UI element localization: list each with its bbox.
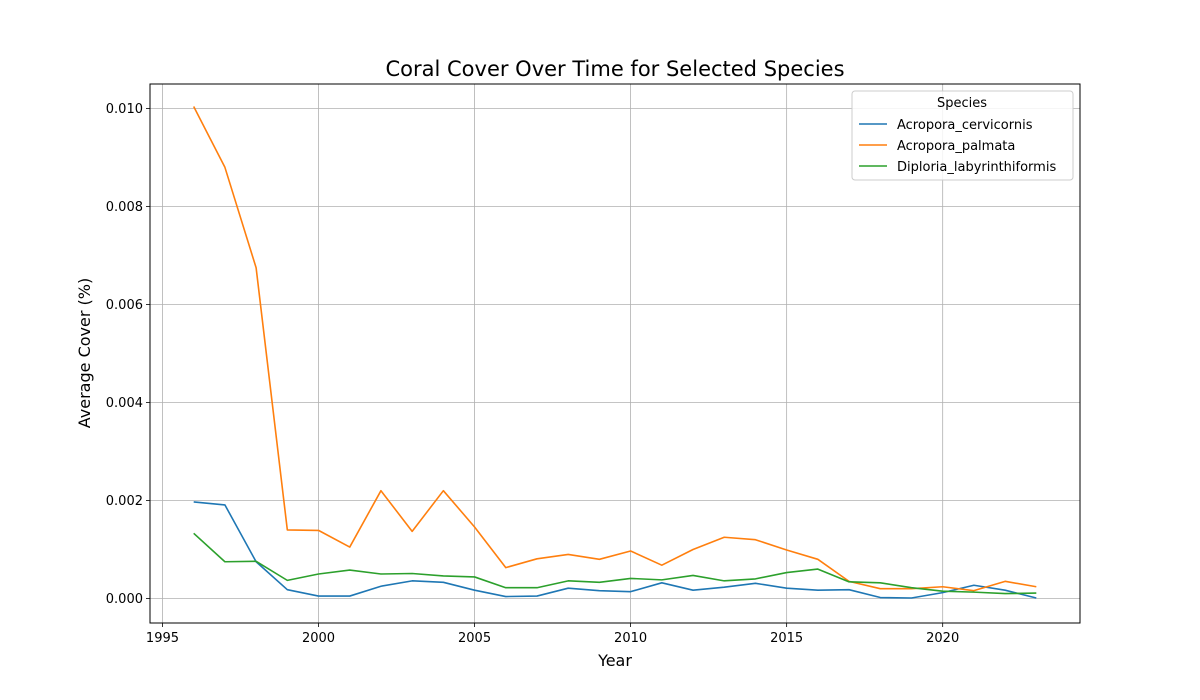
- legend-entries: Acropora_cervicornis Acropora_palmata Dipl…: [859, 118, 1056, 175]
- x-tick-label: 2020: [926, 631, 959, 646]
- y-tick-label: 0.008: [106, 200, 143, 215]
- series-line-acropora-cervicornis: [193, 501, 1037, 599]
- plot-frame: [149, 83, 1081, 624]
- x-tick-label: 2015: [770, 631, 803, 646]
- y-axis-ticks: 0.000 0.002 0.004 0.006 0.008 0.010: [106, 102, 150, 607]
- grid-lines: [150, 84, 1080, 623]
- x-tick-label: 2000: [302, 631, 335, 646]
- x-tick-label: 2005: [458, 631, 491, 646]
- legend-label: Acropora_palmata: [897, 139, 1015, 154]
- legend-box: [851, 90, 1074, 181]
- series-line-diploria-labyrinthiformis: [193, 532, 1037, 595]
- y-tick-label: 0.010: [106, 102, 143, 117]
- x-tick-label: 2010: [614, 631, 647, 646]
- series-line-acropora-palmata: [192, 106, 1037, 592]
- chart-title: Coral Cover Over Time for Selected Speci…: [385, 57, 844, 81]
- x-axis-label: Year: [597, 651, 632, 670]
- y-tick-label: 0.000: [106, 592, 143, 607]
- x-axis-ticks: 1995 2000 2005 2010 2015 2020: [146, 623, 959, 646]
- x-tick-label: 1995: [146, 631, 179, 646]
- y-tick-label: 0.002: [106, 494, 143, 509]
- legend-label: Diploria_labyrinthiformis: [897, 160, 1056, 175]
- legend-label: Acropora_cervicornis: [897, 118, 1033, 133]
- y-tick-label: 0.006: [106, 298, 143, 313]
- legend-title: Species: [937, 96, 987, 111]
- legend: Species Acropora_cervicornis Acropora_pal…: [851, 90, 1074, 181]
- y-tick-label: 0.004: [106, 396, 143, 411]
- series-lines: [192, 106, 1037, 599]
- y-axis-label: Average Cover (%): [75, 278, 94, 428]
